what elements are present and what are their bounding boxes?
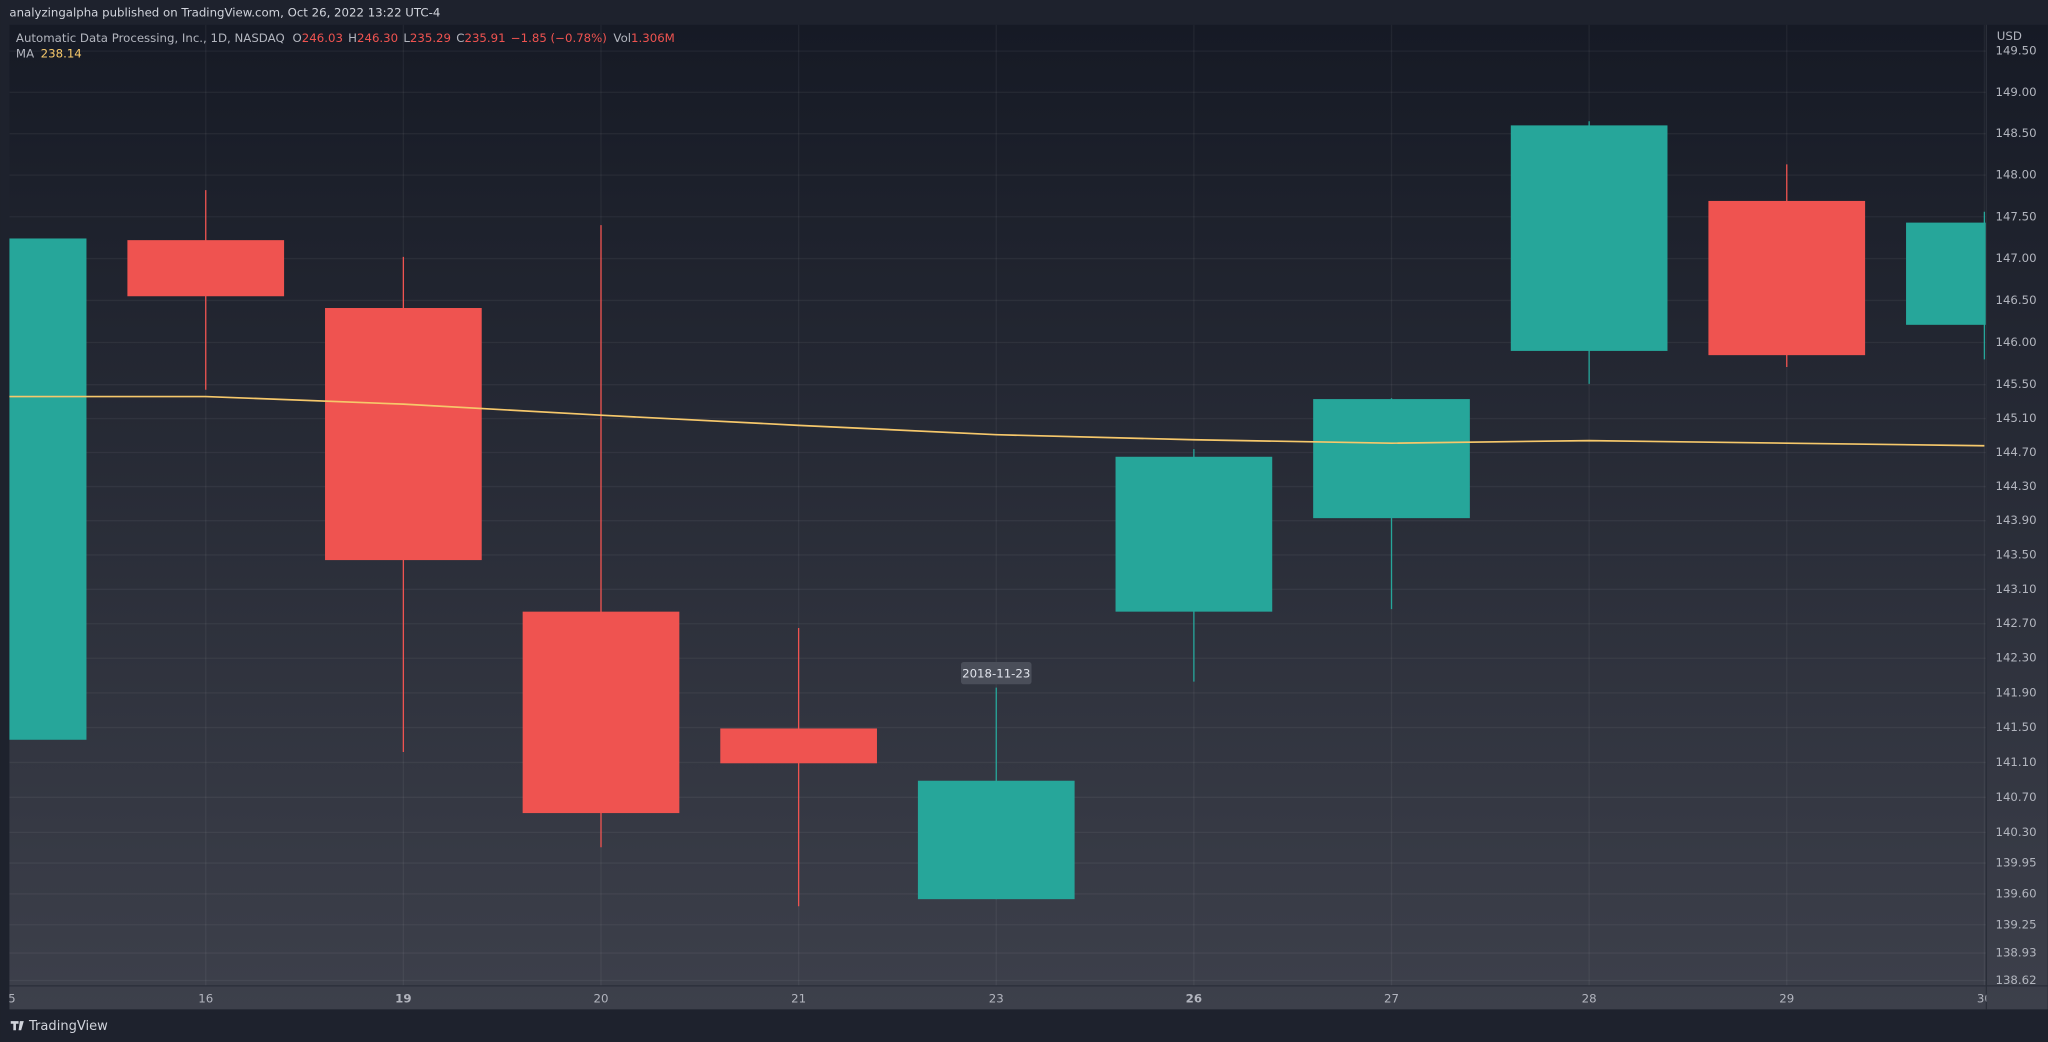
time-axis: 15 16 19 20 21 23 26 27 28 29 30 [1,991,1992,1005]
y-tick-label: 143.50 [1995,547,2036,561]
y-tick-label: 140.30 [1995,825,2036,839]
currency: USD [1997,29,2022,43]
ohlc-label: H [348,30,357,44]
symbol: Automatic Data Processing, Inc., 1D, NAS… [16,30,285,44]
x-tick-label: 16 [198,991,213,1005]
x-tick-label: 23 [989,991,1004,1005]
y-tick-label: 148.00 [1995,168,2036,182]
y-tick-label: 147.50 [1995,209,2036,223]
x-tick-label: 27 [1384,991,1399,1005]
y-tick-label: 141.50 [1995,720,2036,734]
y-tick-label: 141.10 [1995,755,2036,769]
candle-body [1510,125,1668,351]
y-tick-label: 149.00 [1995,85,2036,99]
x-tick-label: 21 [791,991,806,1005]
y-tick-label: 142.70 [1995,616,2036,630]
y-tick-label: 146.00 [1995,335,2036,349]
ohlc-label: C [456,30,464,44]
candle-body [1115,456,1273,612]
ohlc-value: 246.30 [357,30,398,44]
branding: TradingView [10,1019,108,1034]
y-tick-label: 138.93 [1995,946,2036,960]
x-tick-label: 28 [1582,991,1597,1005]
ma-name: MA [16,46,34,60]
candle-body [325,308,482,561]
symbol-legend: Automatic Data Processing, Inc., 1D, NAS… [16,30,675,44]
x-tick-label: 29 [1779,991,1794,1005]
ohlc-label: L [403,30,410,44]
ma-line [9,395,1985,447]
candle-body [127,240,285,297]
y-tick-label: 139.95 [1995,856,2036,870]
y-tick-label: 143.10 [1995,582,2036,596]
y-tick-label: 148.50 [1995,126,2036,140]
candle-body [1906,222,1987,325]
candle-body [720,728,877,764]
y-tick-label: 139.60 [1995,886,2036,900]
x-tick-label: 15 [1,991,16,1005]
y-tick-label: 141.90 [1995,685,2036,699]
ohlc-label: O [293,30,302,44]
y-tick-label: 146.50 [1995,293,2036,307]
y-tick-label: 144.70 [1995,445,2036,459]
y-tick-label: 145.50 [1995,377,2036,391]
ohlc-value: 246.03 [302,30,343,44]
date-tooltip: 2018-11-23 [960,662,1032,685]
y-tick-label: 138.62 [1995,973,2036,987]
y-tick-label: 147.00 [1995,251,2036,265]
publisher-line: analyzingalpha published on TradingView.… [9,6,440,20]
y-tick-label: 142.30 [1995,651,2036,665]
vol-value: 1.306M [631,30,675,44]
ohlc-value: 235.29 [410,30,451,44]
y-tick-label: 144.30 [1995,479,2036,493]
x-tick-label: 20 [594,991,609,1005]
candle-body [522,611,680,814]
tooltip-box [960,662,1032,685]
change: −1.85 (−0.78%) [511,30,607,44]
x-tick-label: 30 [1977,991,1992,1005]
y-tick-label: 140.70 [1995,790,2036,804]
ma-value: 238.14 [41,46,82,60]
candle-body [917,780,1075,900]
candle-body [1708,200,1866,356]
ohlc-value: 235.91 [464,30,505,44]
x-tick-label: 19 [395,991,411,1005]
candle-body [1313,399,1470,519]
tooltip-text: 2018-11-23 [962,666,1030,680]
candle-body [9,238,87,740]
plot-area [9,121,1987,907]
brand-name: TradingView [28,1019,108,1034]
y-tick-label: 145.10 [1995,411,2036,425]
x-tick-label: 26 [1186,991,1202,1005]
price-axis: USD 149.50 149.00 148.50 148.00 147.50 147.00… [1995,29,2036,987]
logo [10,1021,24,1031]
y-tick-label: 143.90 [1995,513,2036,527]
vol-label: Vol [613,30,631,44]
y-tick-label: 149.50 [1995,44,2036,58]
ma-legend: MA 238.14 [16,46,82,60]
y-tick-label: 139.25 [1995,917,2036,931]
